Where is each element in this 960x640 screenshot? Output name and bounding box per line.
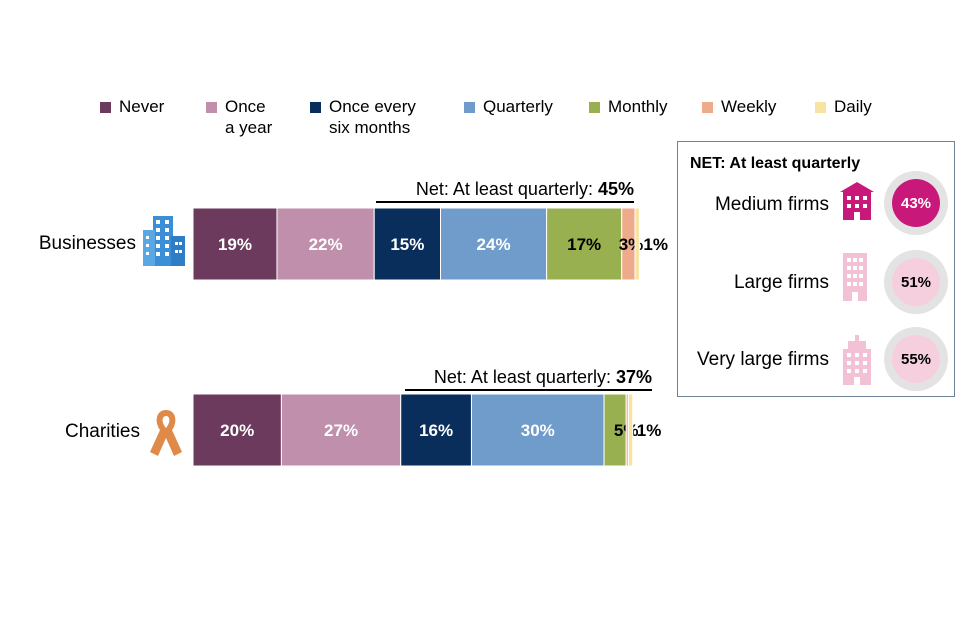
value-circle-inner: 55%: [892, 335, 940, 383]
building-icon: [840, 182, 874, 220]
value-circle-medium: 43%: [884, 171, 948, 235]
value-circle-inner: 51%: [892, 258, 940, 306]
bar-data-label: 22%: [309, 235, 343, 254]
legend-swatch: [464, 102, 475, 113]
net-at-least-quarterly-panel: NET: At least quarterly Medium firms 43%…: [677, 141, 955, 397]
firm-label-large: Large firms: [733, 272, 829, 293]
bar-data-label: 19%: [218, 235, 252, 254]
legend-swatch: [206, 102, 217, 113]
panel-title: NET: At least quarterly: [690, 155, 861, 172]
legend-swatch: [702, 102, 713, 113]
bar-data-label: 20%: [220, 421, 254, 440]
legend-swatch: [310, 102, 321, 113]
bar-segment: [470, 393, 605, 467]
bar-data-label: 1%: [643, 235, 668, 254]
legend-label: Monthly: [608, 97, 668, 116]
bar-data-label: 15%: [390, 235, 424, 254]
awareness-ribbon-icon: [150, 410, 182, 456]
value-circle-inner: 43%: [892, 179, 940, 227]
bar-segment: [192, 207, 278, 281]
bar-segment: [627, 393, 634, 467]
row-label-charities: Charities: [65, 421, 140, 442]
bar-data-label: 27%: [324, 421, 358, 440]
legend-label: Once: [225, 97, 266, 116]
legend-label: Never: [119, 97, 165, 116]
bar-segment: [634, 207, 640, 281]
legend-swatch: [100, 102, 111, 113]
office-building-icon: [143, 216, 185, 266]
bar-data-label: 30%: [521, 421, 555, 440]
building-icon: [843, 253, 867, 301]
net-label-businesses: Net: At least quarterly: 45%: [416, 179, 634, 199]
legend-label: Quarterly: [483, 97, 553, 116]
building-icon: [843, 335, 871, 385]
value-circle-very-large: 55%: [884, 327, 948, 391]
legend-label: Daily: [834, 97, 872, 116]
bar-segment: [280, 393, 402, 467]
stacked-bar-chart: Businesses Charities Net: At least quart…: [39, 179, 668, 467]
value-circle-large: 51%: [884, 250, 948, 314]
legend-swatch: [589, 102, 600, 113]
net-label-prefix: Net: At least quarterly:: [434, 367, 616, 387]
bar-segment: [546, 207, 623, 281]
legend-label: Weekly: [721, 97, 777, 116]
row-label-businesses: Businesses: [39, 233, 136, 254]
bar-segment: [192, 393, 282, 467]
bar-segment: [440, 207, 548, 281]
bar-data-label: 16%: [419, 421, 453, 440]
net-value-businesses: 45%: [598, 179, 634, 199]
bar-segment: [400, 393, 472, 467]
bar-data-label: 24%: [477, 235, 511, 254]
bar-data-label: 1%: [637, 421, 662, 440]
legend-label-line2: a year: [225, 118, 273, 137]
firm-label-medium: Medium firms: [714, 194, 829, 215]
net-label-prefix: Net: At least quarterly:: [416, 179, 598, 199]
legend-label-line2: six months: [329, 118, 411, 137]
legend-swatch: [815, 102, 826, 113]
net-label-charities: Net: At least quarterly: 37%: [434, 367, 652, 387]
net-value-charities: 37%: [616, 367, 652, 387]
firm-label-very-large: Very large firms: [697, 349, 829, 370]
chart-legend: Never Once a year Once every six months Qu…: [0, 96, 960, 146]
bar-data-label: 17%: [567, 235, 601, 254]
legend-label: Once every: [329, 97, 416, 116]
